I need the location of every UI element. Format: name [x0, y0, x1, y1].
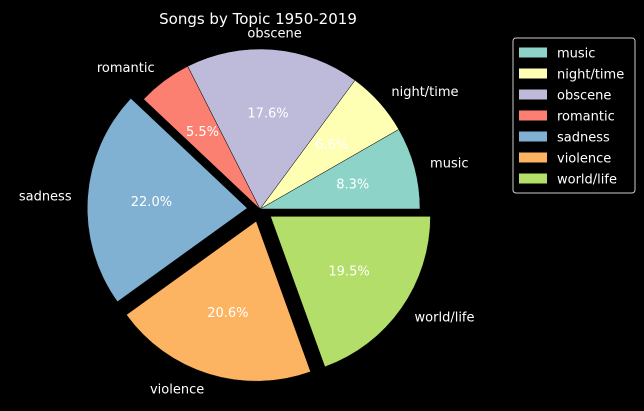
pie-pct-label-sadness: 22.0%	[131, 195, 172, 210]
pie-category-label-night-time: night/time	[391, 85, 458, 100]
legend-swatch-obscene	[519, 89, 547, 100]
legend-label-music: music	[557, 47, 595, 62]
pie-slice-romantic	[143, 65, 261, 210]
legend-swatch-sadness	[519, 131, 547, 142]
pie-category-label-sadness: sadness	[19, 190, 72, 205]
legend-label-violence: violence	[557, 152, 611, 167]
pie-category-label-violence: violence	[150, 382, 204, 397]
pie-labels: 8.3% music 6.6% night/time 17.6% obscene 5.5% r…	[19, 27, 475, 398]
pie-pct-label-obscene: 17.6%	[247, 106, 288, 121]
pie-pct-label-world-life: 19.5%	[328, 265, 369, 280]
pie-category-label-obscene: obscene	[247, 27, 301, 42]
chart-legend: music night/time obscene romantic sadness vio…	[512, 37, 636, 194]
legend-swatch-romantic	[519, 110, 547, 121]
legend-swatch-world-life	[519, 173, 547, 184]
legend-label-sadness: sadness	[557, 131, 610, 146]
legend-swatch-violence	[519, 152, 547, 163]
pie-slices	[87, 48, 431, 382]
pie-category-label-romantic: romantic	[97, 61, 155, 76]
legend-label-obscene: obscene	[557, 89, 611, 104]
pie-slice-world-life	[270, 216, 431, 368]
pie-category-label-world-life: world/life	[415, 310, 475, 325]
pie-category-label-music: music	[430, 157, 468, 172]
pie-slice-sadness	[87, 97, 248, 303]
pie-slice-obscene	[187, 48, 356, 210]
legend-label-romantic: romantic	[557, 110, 615, 125]
legend-label-night-time: night/time	[557, 68, 624, 83]
legend-label-world-life: world/life	[557, 173, 617, 188]
chart-title: Songs by Topic 1950-2019	[159, 10, 357, 28]
pie-pct-label-violence: 20.6%	[207, 306, 248, 321]
pie-pct-label-night-time: 6.6%	[315, 138, 348, 153]
pie-pct-label-romantic: 5.5%	[186, 125, 219, 140]
legend-swatch-night-time	[519, 68, 547, 79]
pie-slice-violence	[126, 220, 311, 382]
pie-pct-label-music: 8.3%	[336, 177, 369, 192]
legend-swatch-music	[519, 47, 547, 58]
